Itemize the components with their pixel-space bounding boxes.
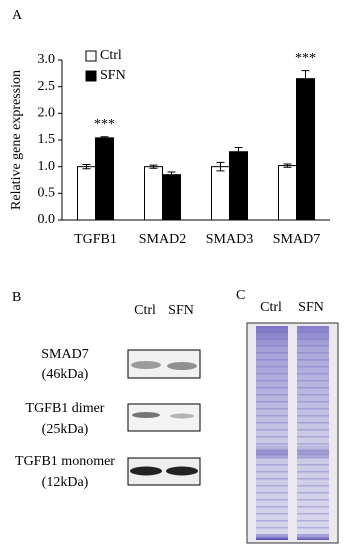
row-label: TGFB1 dimer xyxy=(26,401,105,416)
legend-label: Ctrl xyxy=(100,48,122,63)
row-label: (25kDa) xyxy=(42,422,89,437)
x-tick-label: TGFB1 xyxy=(74,232,117,247)
column-label: SFN xyxy=(298,300,324,315)
legend-swatch xyxy=(85,70,97,82)
y-tick-label: 1.5 xyxy=(38,132,56,147)
y-tick-label: 1.0 xyxy=(38,159,56,174)
y-tick-label: 0.5 xyxy=(38,186,56,201)
x-tick-label: SMAD3 xyxy=(206,232,253,247)
panel-label: C xyxy=(236,288,245,303)
row-label: (12kDa) xyxy=(42,475,89,490)
annotation: *** xyxy=(295,51,316,66)
column-label: Ctrl xyxy=(260,300,282,315)
x-tick-label: SMAD7 xyxy=(273,232,320,247)
x-tick-label: SMAD2 xyxy=(139,232,186,247)
bar xyxy=(296,78,315,221)
gel xyxy=(246,322,339,544)
panel-label: A xyxy=(12,8,23,23)
bar xyxy=(77,166,96,221)
bar xyxy=(95,137,114,221)
y-axis-label: Relative gene expression xyxy=(9,70,24,210)
error-bar xyxy=(234,146,243,157)
error-bar xyxy=(216,161,225,172)
bar xyxy=(211,166,230,221)
y-tick-label: 0.0 xyxy=(38,212,56,227)
bar xyxy=(278,165,297,221)
bar xyxy=(144,166,163,221)
plot: 0.0 0.5 1.0 1.5 2.0 2.5 3.0 TGFB1 SMAD2 SMAD3 SMAD… xyxy=(38,48,330,247)
error-bar xyxy=(301,70,310,88)
bar xyxy=(162,174,181,221)
error-bar xyxy=(167,171,176,178)
annotation: *** xyxy=(94,117,115,132)
column-label: Ctrl xyxy=(134,303,156,318)
blot xyxy=(127,349,201,486)
legend-label: SFN xyxy=(100,68,126,83)
error-bar xyxy=(283,163,292,168)
y-tick-label: 3.0 xyxy=(38,52,56,67)
row-label: (46kDa) xyxy=(42,367,89,382)
legend-swatch xyxy=(85,50,97,62)
error-bar xyxy=(149,164,158,169)
row-label: TGFB1 monomer xyxy=(15,454,115,469)
y-tick-label: 2.0 xyxy=(38,106,56,121)
y-tick-label: 2.5 xyxy=(38,79,56,94)
bar xyxy=(229,151,248,221)
column-label: SFN xyxy=(168,303,194,318)
row-label: SMAD7 xyxy=(41,347,88,362)
error-bar xyxy=(100,136,109,140)
error-bar xyxy=(82,164,91,170)
panel-label: B xyxy=(12,290,21,305)
